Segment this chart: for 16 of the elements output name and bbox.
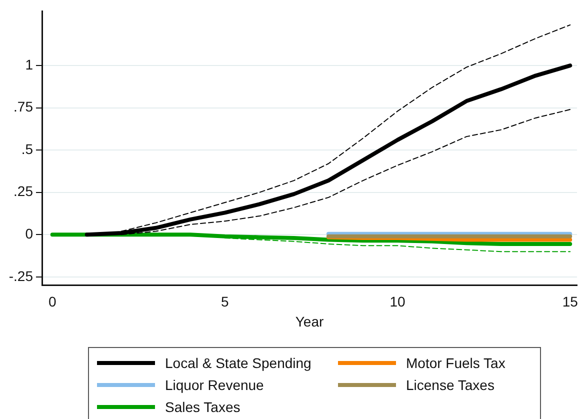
x-tick-label: 0 bbox=[48, 294, 56, 310]
y-tick-label: 0 bbox=[25, 226, 34, 242]
y-tick-label: -.25 bbox=[8, 268, 34, 284]
legend-label: Local & State Spending bbox=[165, 355, 312, 371]
x-tick-label: 10 bbox=[390, 294, 406, 310]
y-tick-label: 1 bbox=[25, 56, 34, 72]
legend-label: License Taxes bbox=[406, 377, 494, 393]
y-tick-label: .75 bbox=[14, 98, 34, 115]
x-tick-label: 15 bbox=[562, 294, 578, 310]
x-tick-label: 5 bbox=[221, 294, 230, 310]
y-tick-label: .25 bbox=[14, 183, 34, 200]
legend-label: Motor Fuels Tax bbox=[406, 355, 506, 371]
x-axis-title: Year bbox=[295, 313, 324, 330]
legend-label: Liquor Revenue bbox=[165, 377, 264, 393]
legend-label: Sales Taxes bbox=[165, 399, 240, 415]
y-tick-label: .5 bbox=[21, 140, 34, 157]
